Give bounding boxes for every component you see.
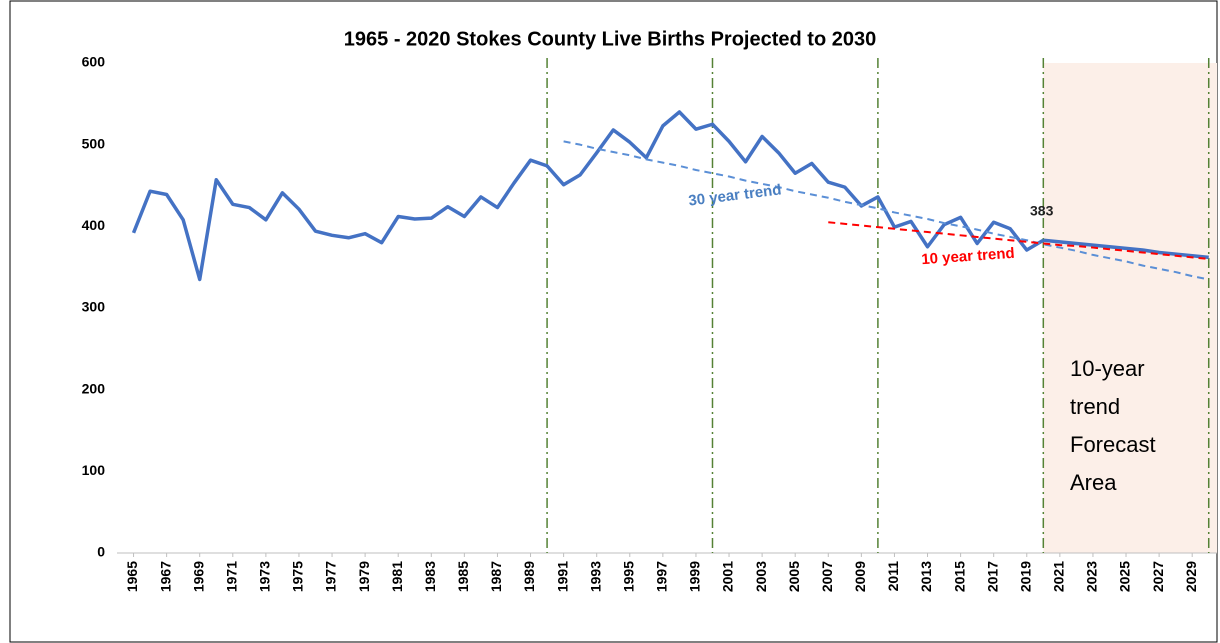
x-tick-label: 2021	[1051, 561, 1067, 592]
x-tick-label: 2019	[1017, 561, 1033, 592]
x-tick-label: 1969	[190, 561, 206, 592]
x-tick-label: 2007	[819, 561, 835, 592]
data-line	[828, 221, 1209, 260]
data-line	[131, 110, 1045, 282]
x-tick-label: 2017	[984, 561, 1000, 592]
x-tick-label: 2013	[918, 561, 934, 592]
forecast-label: Area	[1070, 470, 1117, 495]
x-tick-label: 1991	[554, 561, 570, 592]
x-tick-label: 2015	[951, 561, 967, 592]
x-tick-label: 2005	[786, 561, 802, 592]
x-tick-label: 1987	[488, 561, 504, 592]
y-tick-label: 600	[82, 54, 106, 70]
annotation: 30 year trend	[688, 181, 783, 209]
y-tick-label: 200	[82, 380, 106, 396]
x-tick-label: 1985	[455, 561, 471, 592]
forecast-label: Forecast	[1070, 432, 1156, 457]
y-tick-label: 100	[82, 462, 106, 478]
x-tick-label: 1981	[389, 561, 405, 592]
x-tick-label: 2003	[753, 561, 769, 592]
x-tick-label: 1997	[654, 561, 670, 592]
x-tick-label: 1971	[223, 561, 239, 592]
x-tick-label: 2011	[885, 561, 901, 592]
data-line	[1043, 238, 1209, 260]
y-tick-label: 0	[97, 544, 105, 560]
y-tick-label: 400	[82, 217, 106, 233]
x-tick-label: 2027	[1150, 561, 1166, 592]
x-tick-label: 2023	[1084, 561, 1100, 592]
x-tick-label: 1995	[620, 561, 636, 592]
data-line	[563, 140, 1209, 281]
x-tick-label: 1975	[290, 561, 306, 592]
x-tick-label: 1989	[521, 561, 537, 592]
x-tick-label: 1973	[257, 561, 273, 592]
x-tick-label: 2029	[1183, 561, 1199, 592]
x-tick-label: 1979	[356, 561, 372, 592]
chart-border	[9, 0, 1218, 643]
forecast-region	[1043, 63, 1217, 553]
x-tick-label: 2009	[852, 561, 868, 592]
annotation: 10 year trend	[921, 245, 1015, 268]
x-tick-label: 2025	[1117, 561, 1133, 592]
x-tick-label: 1993	[587, 561, 603, 592]
x-tick-label: 1999	[687, 561, 703, 592]
forecast-label: trend	[1070, 394, 1120, 419]
x-tick-label: 1965	[124, 561, 140, 592]
chart-title: 1965 - 2020 Stokes County Live Births Pr…	[344, 28, 876, 50]
x-tick-label: 1967	[157, 561, 173, 592]
x-tick-label: 1977	[323, 561, 339, 592]
x-tick-label: 1983	[422, 561, 438, 592]
y-tick-label: 500	[82, 135, 106, 151]
value-label: 383	[1030, 203, 1054, 219]
x-tick-label: 2001	[720, 561, 736, 592]
forecast-label: 10-year	[1070, 356, 1145, 381]
y-tick-label: 300	[82, 299, 106, 315]
